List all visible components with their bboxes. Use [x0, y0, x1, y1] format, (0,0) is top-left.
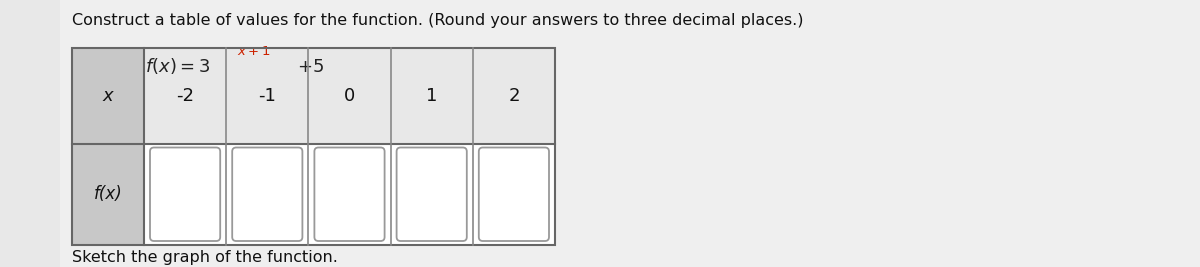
Text: Construct a table of values for the function. (Round your answers to three decim: Construct a table of values for the func… — [72, 13, 804, 28]
Bar — [72, 143, 144, 245]
Bar — [308, 48, 391, 143]
Text: -1: -1 — [258, 87, 276, 105]
Bar — [226, 143, 308, 245]
Text: $\mathit{+ 5}$: $\mathit{+ 5}$ — [298, 58, 324, 76]
FancyBboxPatch shape — [233, 147, 302, 241]
FancyBboxPatch shape — [150, 147, 221, 241]
Bar — [473, 143, 554, 245]
FancyBboxPatch shape — [314, 147, 385, 241]
FancyBboxPatch shape — [396, 147, 467, 241]
Text: 0: 0 — [344, 87, 355, 105]
Bar — [72, 48, 144, 143]
Bar — [226, 48, 308, 143]
Bar — [144, 48, 226, 143]
Text: 1: 1 — [426, 87, 437, 105]
Text: $\mathit{f(x)}$$\mathit{ = 3}$: $\mathit{f(x)}$$\mathit{ = 3}$ — [145, 56, 210, 76]
Text: x: x — [103, 87, 113, 105]
FancyBboxPatch shape — [479, 147, 548, 241]
Text: $\mathit{x+1}$: $\mathit{x+1}$ — [238, 45, 271, 58]
Bar — [308, 143, 391, 245]
Bar — [391, 48, 473, 143]
Text: -2: -2 — [176, 87, 194, 105]
Bar — [72, 48, 554, 245]
Bar — [144, 143, 226, 245]
Text: f(x): f(x) — [94, 185, 122, 203]
Text: 2: 2 — [508, 87, 520, 105]
Text: Sketch the graph of the function.: Sketch the graph of the function. — [72, 250, 338, 265]
Bar — [391, 143, 473, 245]
Bar — [473, 48, 554, 143]
